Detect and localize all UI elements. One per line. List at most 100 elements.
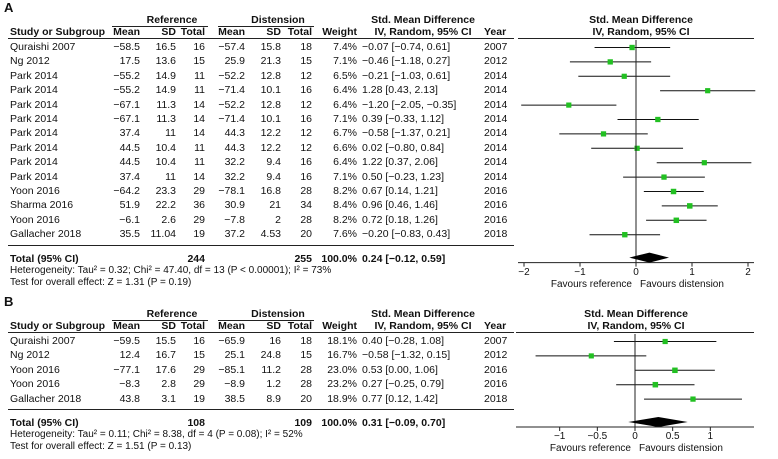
distension-mean: 30.9 — [224, 199, 245, 212]
reference-mean: 17.5 — [119, 55, 140, 68]
study-name: Sharma 2016 — [10, 199, 74, 212]
study-marker — [607, 59, 613, 65]
distension-sd: 9.4 — [266, 156, 281, 169]
reference-group-header: Reference — [146, 308, 198, 320]
reference-total: 15 — [193, 349, 205, 362]
distension-mean: 44.3 — [224, 141, 245, 154]
reference-sd: 11.3 — [156, 113, 176, 125]
study-marker — [690, 396, 696, 402]
study-name: Ng 2012 — [10, 349, 50, 362]
study-name: Quraishi 2007 — [10, 335, 76, 347]
study-weight: 16.7% — [327, 349, 357, 362]
x-tick-label: 2 — [745, 266, 751, 278]
reference-total: 15 — [193, 55, 205, 68]
study-weight: 7.4% — [333, 41, 357, 53]
reference-total: 16 — [193, 41, 205, 53]
study-column-header: Study or Subgroup — [10, 320, 106, 332]
reference-sd: 10.4 — [155, 156, 176, 169]
distension-total: 15 — [300, 349, 312, 362]
study-year: 2016 — [484, 213, 508, 226]
distension-grand-total: 255 — [294, 252, 312, 265]
favours-distension-label: Favours distension — [640, 278, 724, 290]
distension-sd: 21.3 — [260, 55, 281, 68]
study-year: 2014 — [484, 127, 508, 140]
reference-mean: −59.5 — [113, 335, 140, 347]
smd-method-header: IV, Random, 95% CI — [374, 320, 472, 332]
study-weight: 6.4% — [333, 84, 357, 97]
study-marker — [655, 116, 661, 123]
distension-mean: 25.9 — [224, 55, 245, 68]
study-weight: 8.4% — [333, 199, 357, 212]
study-name: Gallacher 2018 — [10, 392, 82, 405]
study-marker — [661, 174, 667, 180]
reference-sd: 3.1 — [161, 392, 176, 405]
reference-sd-header: SD — [161, 320, 176, 332]
smd-method-header: IV, Random, 95% CI — [374, 26, 472, 38]
distension-total: 18 — [300, 335, 312, 347]
study-weight: 6.4% — [333, 156, 357, 169]
distension-group-header: Distension — [251, 14, 305, 26]
study-column-header: Study or Subgroup — [10, 26, 106, 38]
study-smd-ci: 0.53 [0.00, 1.06] — [362, 363, 438, 376]
weight-header: Weight — [322, 320, 357, 332]
distension-total: 28 — [300, 363, 312, 376]
study-weight: 6.7% — [333, 127, 357, 140]
study-year: 2012 — [484, 55, 508, 68]
reference-sd: 14.9 — [155, 69, 176, 82]
reference-total: 29 — [193, 363, 205, 376]
distension-sd-header: SD — [266, 320, 281, 332]
reference-sd-header: SD — [161, 26, 176, 38]
reference-mean: −8.3 — [119, 378, 140, 391]
plot-method-header: IV, Random, 95% CI — [587, 320, 685, 332]
panel-letter: A — [4, 0, 14, 15]
reference-sd: 2.6 — [161, 213, 176, 226]
reference-group-header: Reference — [146, 14, 198, 26]
reference-mean: −58.5 — [113, 41, 140, 53]
distension-total: 28 — [300, 185, 312, 197]
reference-sd: 11 — [165, 170, 176, 183]
reference-sd: 14.9 — [155, 84, 176, 97]
distension-mean: −65.9 — [218, 335, 245, 347]
distension-total-header: Total — [287, 26, 312, 38]
reference-total: 29 — [193, 185, 205, 197]
distension-sd: 10.1 — [260, 84, 281, 97]
study-weight: 23.0% — [327, 363, 357, 376]
distension-mean: −57.4 — [218, 41, 245, 53]
study-smd-ci: 1.28 [0.43, 2.13] — [362, 84, 438, 97]
distension-grand-total: 109 — [294, 417, 312, 429]
distension-sd: 1.2 — [266, 378, 281, 391]
reference-sd: 13.6 — [155, 55, 176, 68]
reference-sd: 11 — [165, 127, 176, 140]
reference-total: 36 — [193, 199, 205, 212]
distension-total: 16 — [300, 156, 312, 169]
study-marker — [652, 381, 659, 388]
plot-method-header: IV, Random, 95% CI — [592, 26, 690, 38]
distension-sd: 11.2 — [261, 363, 281, 376]
x-tick-label: −0.5 — [587, 431, 608, 442]
distension-sd: 21 — [269, 199, 281, 212]
distension-total: 18 — [300, 41, 312, 53]
reference-total: 11 — [194, 141, 205, 154]
reference-sd: 16.7 — [155, 349, 176, 362]
distension-total: 12 — [300, 69, 312, 82]
study-year: 2014 — [484, 113, 508, 125]
study-marker — [600, 131, 607, 137]
study-year: 2016 — [484, 185, 508, 197]
distension-sd: 12.8 — [260, 69, 281, 82]
reference-total: 11 — [194, 156, 205, 169]
study-name: Park 2014 — [10, 156, 58, 169]
reference-sd: 10.4 — [155, 141, 176, 154]
distension-mean: −71.4 — [218, 113, 245, 125]
table-header-rule — [8, 38, 514, 39]
reference-group-rule — [112, 320, 208, 321]
distension-mean: 32.2 — [224, 170, 245, 183]
table-body-rule — [8, 409, 514, 410]
study-weight: 7.1% — [333, 55, 357, 68]
reference-sd: 11.04 — [150, 228, 177, 241]
study-smd-ci: 0.39 [−0.33, 1.12] — [362, 113, 445, 125]
study-year: 2014 — [484, 84, 508, 97]
distension-total-header: Total — [287, 320, 312, 332]
study-smd-ci: 0.77 [0.12, 1.42] — [362, 392, 438, 405]
